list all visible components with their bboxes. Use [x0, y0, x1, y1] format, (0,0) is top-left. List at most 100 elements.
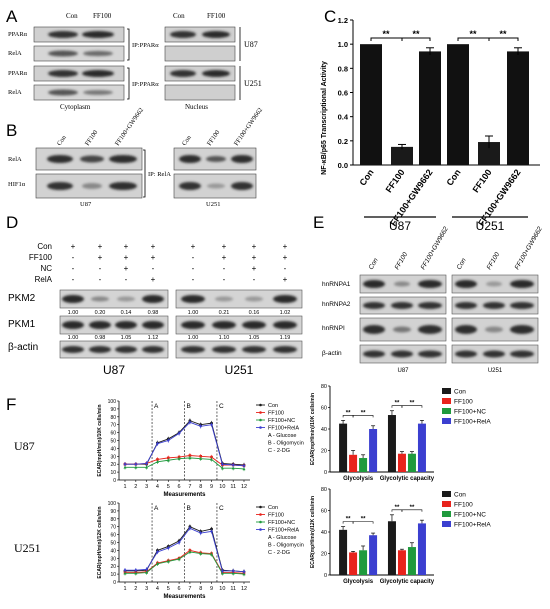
panel-f-bar-sig-label: **: [346, 410, 351, 416]
panel-f-bar-ytick-label: 20: [321, 552, 327, 558]
panel-d-treatment-sign: -: [253, 275, 256, 284]
panel-e-blot-u251: [451, 274, 539, 364]
panel-f-line-point: [123, 462, 127, 466]
panel-f-bar: [397, 453, 406, 472]
panel-f-line-point: [177, 557, 181, 561]
panel-d-quantification: 1.00 0.20 0.14 0.98 1.00 0.21 0.16 1.02 1.00 0.98…: [68, 310, 291, 341]
panel-d-treatment-sign: +: [98, 242, 103, 251]
panel-d-letter: D: [6, 213, 18, 232]
panel-f-line-point: [210, 455, 213, 459]
panel-d-treatment-sign: +: [98, 253, 103, 262]
panel-f-bar: [397, 550, 406, 575]
panel-e-lane-2-left: FF100+GW9662: [420, 225, 450, 271]
panel-c-significance: ** ** ** **: [370, 29, 519, 41]
panel-f-bar-category-label: Glycolytic capacity: [380, 579, 435, 585]
panel-f-line-series: [125, 527, 245, 573]
panel-f-line-xtick-label: 3: [145, 484, 148, 490]
panel-e-blot-u87: [359, 274, 447, 364]
panel-f-phase-letter: B: [187, 403, 191, 410]
panel-f-line-point: [145, 567, 149, 571]
panel-f-bar-legend-swatch: [442, 511, 451, 517]
panel-f-line-ytick-label: 90: [110, 407, 116, 413]
panel-a-cell-u87: U87: [244, 40, 258, 49]
panel-f-line-xlabel: Measurements: [163, 594, 206, 600]
panel-d-treatment-sign: -: [99, 264, 102, 273]
panel-f-bar-legend-label: FF100+NC: [454, 512, 486, 519]
panel-c-xtick-label: Con: [357, 167, 375, 187]
panel-d-quant-value: 1.05: [249, 335, 260, 341]
panel-f-line-point: [210, 552, 214, 556]
panel-f-bar-category-label: Glycolytic capacity: [380, 476, 435, 482]
panel-d-quant-value: 1.19: [280, 335, 291, 341]
panel-f-phase-letter: B: [187, 505, 191, 512]
panel-f-line-xtick-label: 4: [156, 586, 159, 592]
panel-d-quant-value: 1.00: [188, 310, 199, 316]
panel-d-cell-u251: U251: [225, 363, 254, 377]
panel-f-line-ytick-label: 40: [110, 446, 116, 452]
panel-e-lane-1-right: FF100: [486, 251, 502, 271]
panel-b-cell-u251: U251: [206, 201, 220, 208]
panel-b-row-label-0: RelA: [8, 156, 22, 163]
panel-f-line-point: [134, 568, 138, 572]
panel-d: D Con + + + + + + + + FF100 - + + + - + + + NC - - + - - - + - RelA…: [6, 213, 303, 377]
panel-f-line-point: [188, 526, 192, 530]
panel-f-line-point: [177, 457, 181, 460]
panel-f-line-point: [242, 464, 246, 468]
panel-b-lane-1-left: FF100: [84, 129, 99, 147]
panel-f-bar-sig-label: **: [410, 401, 415, 407]
panel-f-phase-letter: C: [219, 505, 224, 512]
panel-d-treatment-sign: -: [223, 275, 226, 284]
panel-f-line-point: [188, 550, 192, 554]
panel-f-phase-letter: C: [219, 403, 224, 410]
panel-f-line-xtick-label: 12: [241, 586, 247, 592]
panel-f-line-legend-label: Con: [268, 505, 278, 511]
panel-a-row-label-0: PPARα: [8, 31, 28, 38]
panel-f-line-xtick-label: 11: [230, 586, 236, 592]
panel-f-line-point: [123, 568, 127, 572]
panel-f-bar-legend-swatch: [442, 408, 451, 414]
panel-f-line-point: [199, 551, 203, 555]
panel-f-line-point: [199, 424, 203, 428]
panel-f-bar-legend-label: FF100: [454, 399, 473, 406]
panel-f-bar: [339, 529, 348, 575]
panel-f-line-legend-label: FF100+NC: [268, 418, 295, 424]
panel-f-bar: [417, 423, 426, 472]
panel-c-sig-1: **: [382, 29, 390, 39]
panel-f-bar-legend-swatch: [442, 501, 451, 507]
panel-d-treatment-sign: +: [124, 242, 129, 251]
panel-f-phase-legend: C - 2-DG: [268, 448, 290, 454]
panel-f-bar-legend-label: Con: [454, 492, 466, 499]
panel-f-line-legend-label: Con: [268, 403, 278, 409]
panel-d-quant-value: 0.98: [148, 310, 159, 316]
panel-d-treatment-sign: +: [151, 275, 156, 284]
panel-c-group-u251: U251: [476, 219, 505, 233]
panel-f-bar: [339, 423, 348, 472]
panel-d-quant-value: 1.10: [219, 335, 230, 341]
panel-f-line-ytick-label: 80: [110, 517, 116, 523]
panel-d-treatment-sign: -: [72, 264, 75, 273]
panel-d-quant-value: 1.00: [188, 335, 199, 341]
panel-f-line-point: [155, 550, 159, 554]
panel-f-line-legend-label: FF100: [268, 411, 284, 417]
panel-a: A Con FF100 Con FF100 PPARα RelA PPARα R…: [6, 7, 262, 111]
panel-c-ytick-label: 0.2: [338, 137, 348, 146]
panel-a-cell-u251: U251: [244, 79, 262, 88]
panel-f-line-ytick-label: 20: [110, 564, 116, 570]
panel-f-bar-sig-bracket: [401, 509, 423, 512]
panel-d-treatment-table: Con + + + + + + + + FF100 - + + + - + + + NC - - + - - - + - RelA - -…: [29, 242, 288, 284]
panel-b-row-label-1: HIF1α: [8, 181, 26, 188]
panel-f-line-legend-marker: [259, 418, 262, 422]
panel-f-line-xtick-label: 9: [210, 484, 213, 490]
panel-d-quant-value: 0.16: [249, 310, 260, 316]
panel-f-bar: [407, 453, 416, 472]
panel-f-bar-legend-swatch: [442, 521, 451, 527]
panel-a-col-ff100-right: FF100: [207, 12, 226, 20]
panel-c-sig-2: **: [412, 29, 420, 39]
panel-f-line-ytick-label: 10: [110, 572, 116, 578]
panel-f-line-xtick-label: 10: [219, 484, 225, 490]
panel-d-quant-value: 0.14: [121, 310, 132, 316]
panel-f-line-point: [231, 466, 235, 470]
panel-f-line-point: [134, 465, 138, 469]
panel-f-line-point: [242, 570, 246, 574]
panel-c-bar: [419, 51, 441, 165]
